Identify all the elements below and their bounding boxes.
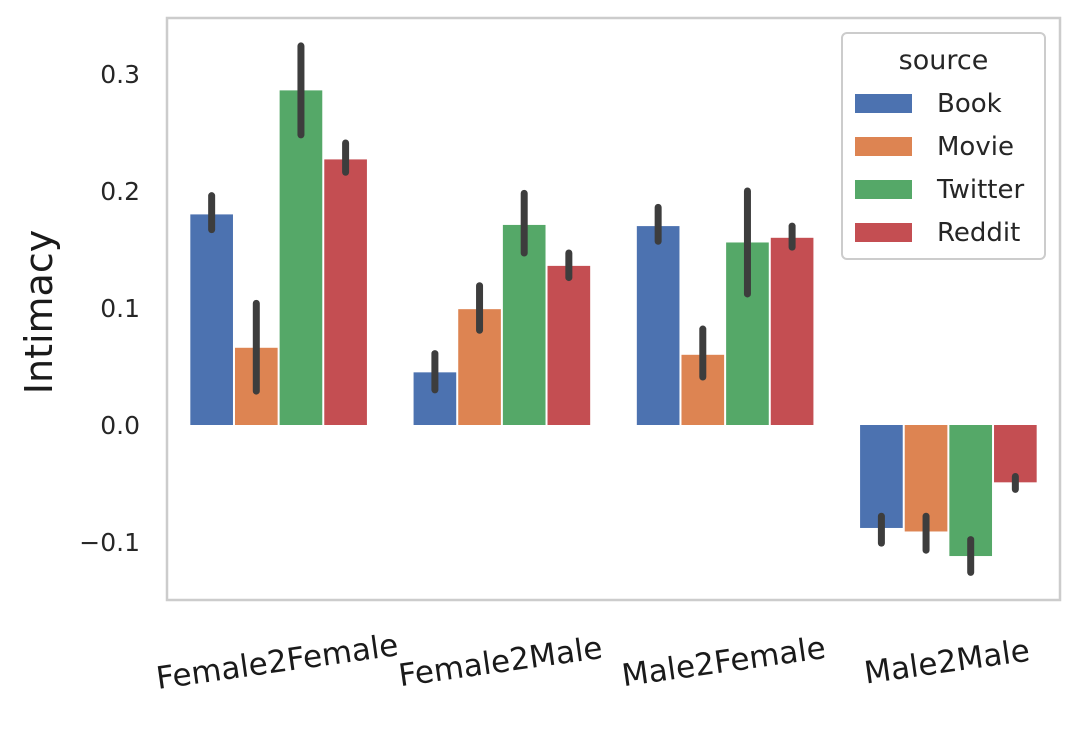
- legend-label-reddit: Reddit: [937, 218, 1020, 248]
- legend-label-book: Book: [937, 89, 1002, 119]
- bar-twitter-male2male: [949, 425, 993, 557]
- bar-reddit-female2male: [547, 265, 591, 425]
- y-tick-label: 0.3: [100, 60, 140, 89]
- bar-book-female2female: [190, 214, 233, 425]
- bar-twitter-female2female: [279, 90, 323, 425]
- legend-label-movie: Movie: [937, 132, 1014, 162]
- bars-layer: [190, 90, 1037, 557]
- y-axis-title: Intimacy: [17, 230, 61, 394]
- y-tick-label: 0.0: [100, 411, 140, 440]
- bar-twitter-female2male: [502, 224, 546, 425]
- legend-box: [841, 32, 1046, 260]
- bar-book-male2male: [860, 425, 903, 528]
- legend-title: source: [899, 45, 989, 76]
- legend: source Book Movie Twitter Reddit: [841, 32, 1046, 260]
- legend-swatch-book: [855, 94, 912, 113]
- errorbars-layer: [208, 42, 1019, 576]
- y-axis: −0.1 0.0 0.1 0.2 0.3: [79, 60, 140, 557]
- y-tick-label: 0.2: [100, 177, 140, 206]
- bar-reddit-male2male: [994, 425, 1037, 483]
- y-tick-label: −0.1: [79, 528, 140, 557]
- legend-swatch-reddit: [855, 223, 912, 242]
- legend-swatch-twitter: [855, 180, 912, 199]
- bar-reddit-female2female: [324, 159, 367, 425]
- legend-label-twitter: Twitter: [936, 175, 1024, 205]
- bar-book-male2female: [636, 226, 680, 425]
- legend-swatch-movie: [855, 137, 912, 156]
- plot-frame: [165, 16, 1062, 602]
- bar-reddit-male2female: [770, 237, 814, 425]
- y-tick-label: 0.1: [100, 294, 140, 323]
